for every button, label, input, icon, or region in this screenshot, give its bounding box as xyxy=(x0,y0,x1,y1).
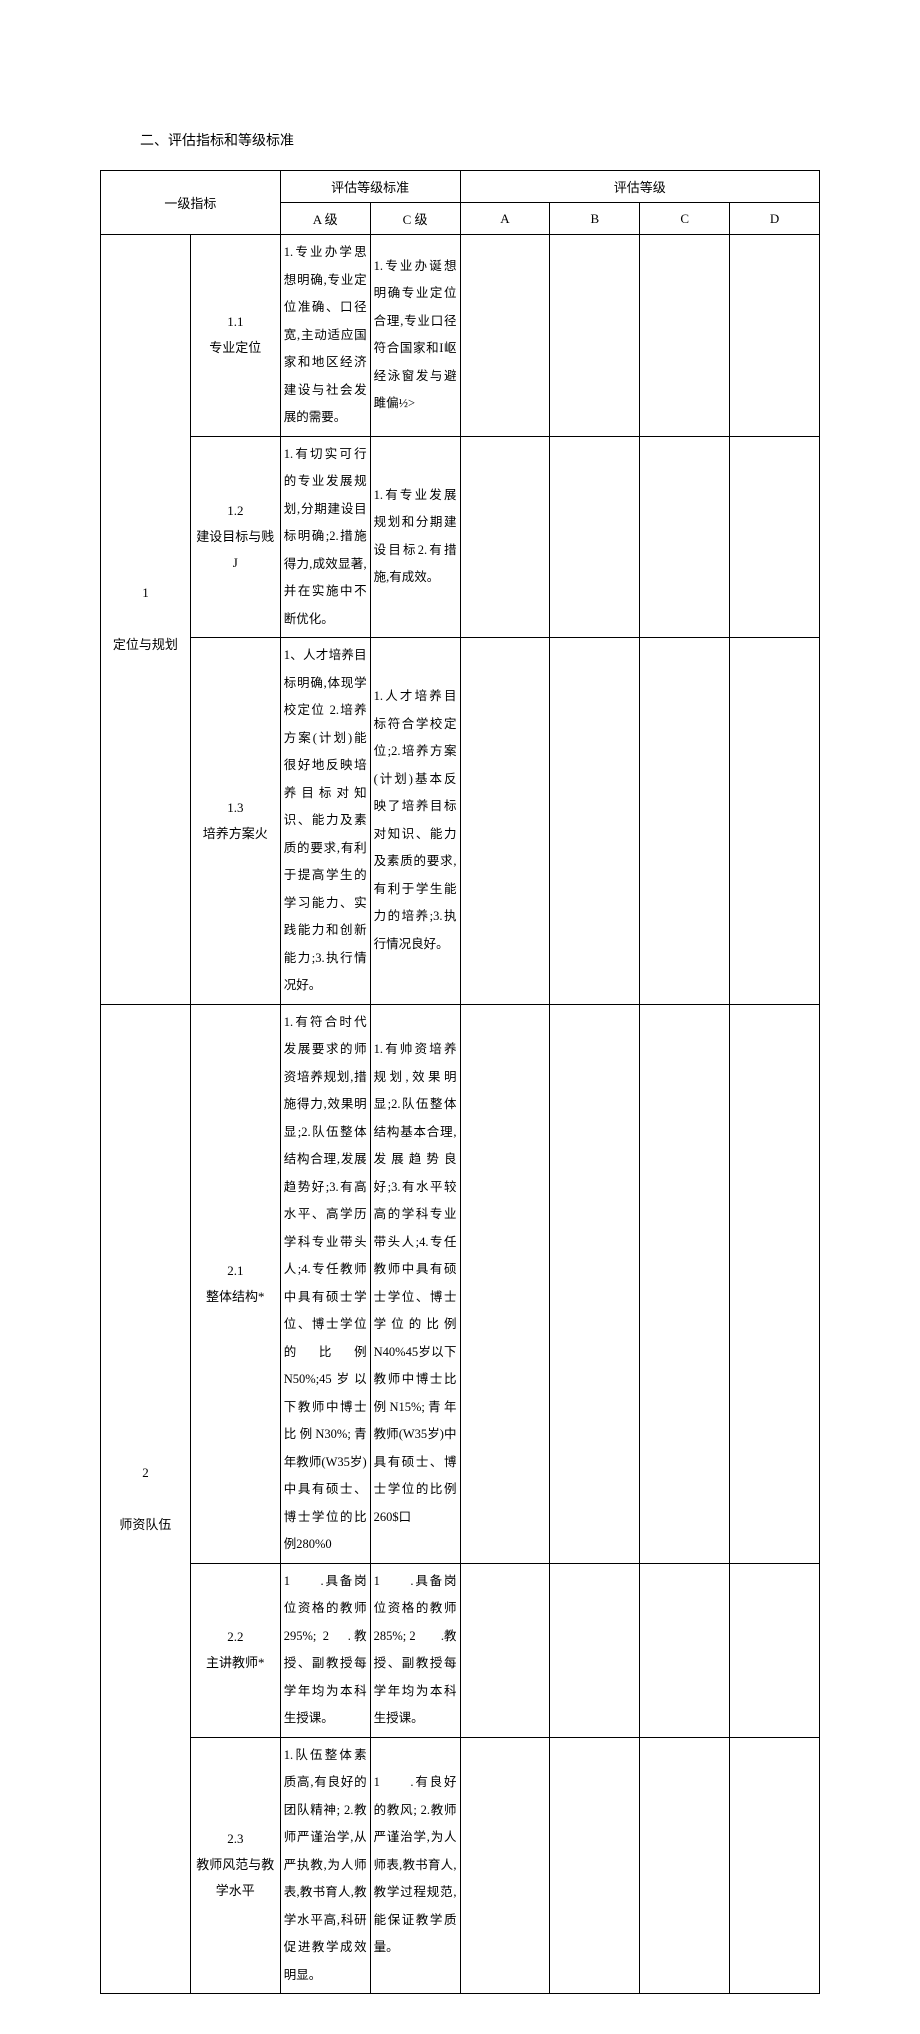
cat-2: 2 师资队伍 xyxy=(101,1004,191,1994)
grade-2-3-d xyxy=(730,1737,820,1994)
grade-2-1-c xyxy=(640,1004,730,1563)
sub-1-2: 1.2 建设目标与贱J xyxy=(190,436,280,638)
sub-1-1-num: 1.1 xyxy=(194,309,277,335)
grade-1-3-d xyxy=(730,638,820,1005)
sub-1-1: 1.1 专业定位 xyxy=(190,235,280,437)
cell-2-1-c: 1.有帅资培养规划,效果明显;2.队伍整体结构基本合理,发展趋势良好;3.有水平… xyxy=(370,1004,460,1563)
header-gb: B xyxy=(550,203,640,235)
sub-1-3-name: 培养方案火 xyxy=(194,821,277,847)
sub-2-2-name: 主讲教师* xyxy=(194,1650,277,1676)
header-gc: C xyxy=(640,203,730,235)
sub-2-3: 2.3 教师风范与教学水平 xyxy=(190,1737,280,1994)
grade-2-2-c xyxy=(640,1563,730,1737)
cell-1-1-a: 1.专业办学思想明确,专业定位准确、口径宽,主动适应国家和地区经济建设与社会发展… xyxy=(280,235,370,437)
sub-1-2-name: 建设目标与贱J xyxy=(194,524,277,576)
grade-2-3-b xyxy=(550,1737,640,1994)
grade-2-3-c xyxy=(640,1737,730,1994)
sub-2-1-num: 2.1 xyxy=(194,1258,277,1284)
grade-2-3-a xyxy=(460,1737,550,1994)
header-level-a: A 级 xyxy=(280,203,370,235)
grade-2-1-a xyxy=(460,1004,550,1563)
grade-1-1-b xyxy=(550,235,640,437)
grade-1-1-c xyxy=(640,235,730,437)
section-title: 二、评估指标和等级标准 xyxy=(140,130,820,150)
sub-2-3-num: 2.3 xyxy=(194,1826,277,1852)
sub-1-3: 1.3 培养方案火 xyxy=(190,638,280,1005)
grade-1-2-a xyxy=(460,436,550,638)
grade-1-1-a xyxy=(460,235,550,437)
cell-2-2-c: 1 .具备岗位资格的教师285%; 2 .教授、副教授每学年均为本科生授课。 xyxy=(370,1563,460,1737)
cell-2-3-a: 1.队伍整体素质高,有良好的团队精神; 2.教师严谨治学,从严执教,为人师表,教… xyxy=(280,1737,370,1994)
grade-2-1-d xyxy=(730,1004,820,1563)
sub-1-1-name: 专业定位 xyxy=(194,335,277,361)
cell-2-1-a: 1.有符合时代发展要求的师资培养规划,措施得力,效果明显;2.队伍整体结构合理,… xyxy=(280,1004,370,1563)
grade-2-1-b xyxy=(550,1004,640,1563)
sub-1-3-num: 1.3 xyxy=(194,795,277,821)
header-primary: 一级指标 xyxy=(101,171,281,235)
grade-1-2-c xyxy=(640,436,730,638)
sub-2-2-num: 2.2 xyxy=(194,1624,277,1650)
cat-2-name: 师资队伍 xyxy=(104,1512,187,1538)
grade-2-2-d xyxy=(730,1563,820,1737)
cat-2-num: 2 xyxy=(104,1460,187,1486)
grade-2-2-a xyxy=(460,1563,550,1737)
grade-2-2-b xyxy=(550,1563,640,1737)
header-standards: 评估等级标准 xyxy=(280,171,460,203)
cell-2-3-c: 1 .有良好的教风; 2.教师严谨治学,为人师表,教书育人,教学过程规范,能保证… xyxy=(370,1737,460,1994)
grade-1-2-b xyxy=(550,436,640,638)
grade-1-2-d xyxy=(730,436,820,638)
grade-1-3-a xyxy=(460,638,550,1005)
header-grades: 评估等级 xyxy=(460,171,820,203)
cell-2-2-a: 1 .具备岗位资格的教师295%; 2 .教授、副教授每学年均为本科生授课。 xyxy=(280,1563,370,1737)
cell-1-2-c: 1.有专业发展规划和分期建设目标2.有措施,有成效。 xyxy=(370,436,460,638)
header-ga: A xyxy=(460,203,550,235)
sub-2-1: 2.1 整体结构* xyxy=(190,1004,280,1563)
sub-2-1-name: 整体结构* xyxy=(194,1284,277,1310)
sub-2-3-name: 教师风范与教学水平 xyxy=(194,1852,277,1904)
header-gd: D xyxy=(730,203,820,235)
grade-1-1-d xyxy=(730,235,820,437)
sub-1-2-num: 1.2 xyxy=(194,498,277,524)
evaluation-table: 一级指标 评估等级标准 评估等级 A 级 C 级 A B C D 1 定位与规划… xyxy=(100,170,820,1994)
grade-1-3-c xyxy=(640,638,730,1005)
cat-1-num: 1 xyxy=(104,580,187,606)
header-level-c: C 级 xyxy=(370,203,460,235)
cell-1-3-c: 1.人才培养目标符合学校定位;2.培养方案(计划)基本反映了培养目标对知识、能力… xyxy=(370,638,460,1005)
cat-1: 1 定位与规划 xyxy=(101,235,191,1005)
sub-2-2: 2.2 主讲教师* xyxy=(190,1563,280,1737)
grade-1-3-b xyxy=(550,638,640,1005)
cell-1-1-c: 1.专业办诞想明确专业定位合理,专业口径符合国家和I岖经泳窗发与避雎偏½> xyxy=(370,235,460,437)
cat-1-name: 定位与规划 xyxy=(104,632,187,658)
cell-1-3-a: 1、人才培养目标明确,体现学校定位 2.培养方案(计划)能很好地反映培养目标对知… xyxy=(280,638,370,1005)
cell-1-2-a: 1.有切实可行的专业发展规划,分期建设目标明确;2.措施得力,成效显著,并在实施… xyxy=(280,436,370,638)
